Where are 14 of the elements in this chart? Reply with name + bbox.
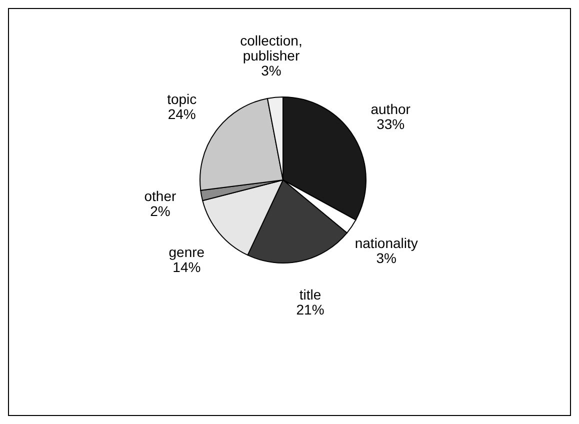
data-label: 21% (296, 301, 324, 318)
slice-label: collection, publisher (240, 32, 302, 64)
data-label: 33% (376, 116, 405, 132)
data-label: 14% (172, 259, 201, 276)
slice-label: genre (168, 244, 205, 260)
slice-label: nationality (354, 234, 418, 251)
slice-label: other (144, 188, 176, 204)
slice-label: topic (167, 91, 197, 108)
slice-label: title (299, 286, 322, 302)
data-label: 3% (376, 250, 396, 266)
slice-label: author (370, 100, 411, 117)
data-label: 2% (150, 202, 170, 219)
data-label: 24% (168, 106, 196, 122)
data-label: 3% (261, 62, 282, 79)
